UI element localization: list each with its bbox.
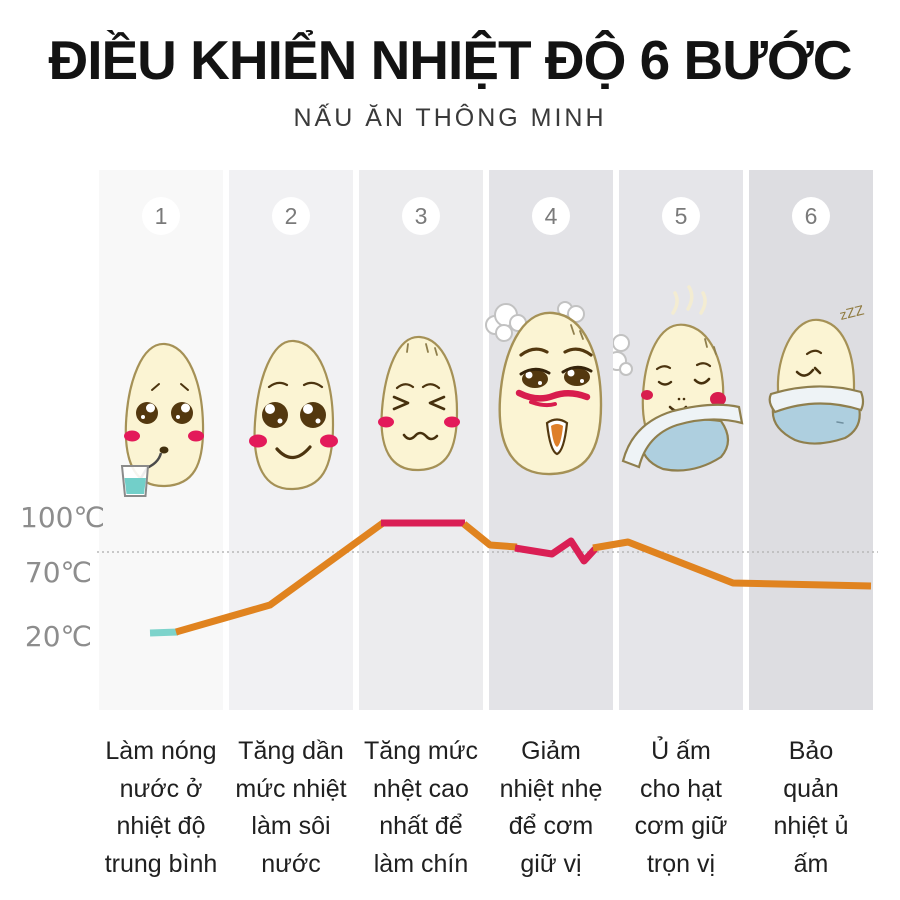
steam-cloud-icon — [613, 334, 633, 376]
cheek — [710, 392, 726, 406]
eye-glint — [580, 379, 584, 383]
nose-dot — [682, 397, 686, 401]
page-title: ĐIỀU KHIỂN NHIỆT ĐỘ 6 BƯỚC — [48, 29, 852, 91]
y-axis-label-70c: 70℃ — [24, 556, 92, 589]
y-axis-label-20c: 20℃ — [24, 620, 92, 653]
wavy-mouth — [402, 431, 439, 441]
smile-mouth — [275, 445, 312, 460]
closed-eye — [795, 366, 822, 377]
tongue — [551, 424, 563, 447]
right-eye — [300, 402, 326, 428]
rice-character-step-6: zZZ — [768, 303, 866, 445]
eye-glint — [567, 369, 575, 377]
eyebrows — [267, 381, 324, 389]
eye-glint — [303, 404, 313, 414]
eye-glint — [538, 381, 542, 385]
eyebrows — [519, 347, 593, 357]
cheek — [249, 434, 267, 448]
blush-streak — [515, 389, 591, 402]
rice-character-step-4 — [485, 301, 603, 476]
cheek — [124, 430, 140, 442]
rice-character-step-2 — [249, 339, 338, 491]
head-strokes — [406, 343, 438, 356]
left-eye — [657, 380, 673, 386]
step-number-badge-2: 2 — [272, 197, 310, 235]
step-caption-1: Làm nóng nước ở nhiệt độ trung bình — [104, 737, 218, 878]
cheek — [378, 416, 394, 428]
water — [124, 478, 146, 494]
head-strokes — [570, 324, 584, 340]
eyebrow — [805, 349, 823, 356]
step-caption-5: Ủ ấm cho hạt cơm giữ trọn vị — [634, 737, 728, 878]
nose-dot — [677, 397, 681, 401]
blanket-stitch — [836, 421, 844, 424]
cheek — [188, 430, 204, 442]
mouth — [159, 446, 169, 454]
eyebrows — [655, 362, 712, 371]
rice-character-step-1 — [120, 342, 205, 497]
eye-glint — [181, 403, 190, 413]
eye-glint — [265, 404, 275, 414]
step-number-badge-5: 5 — [662, 197, 700, 235]
y-axis-label-100c: 100℃ — [20, 501, 105, 534]
head-strokes — [704, 338, 717, 355]
step-caption-2: Tăng dần mức nhiệt làm sôi nước — [235, 737, 347, 878]
step-caption-4: Giảm nhiệt nhẹ để cơm giữ vị — [499, 737, 603, 878]
cheek — [444, 416, 460, 428]
eye-glint — [525, 371, 533, 379]
left-scrunched-eye — [392, 395, 410, 411]
rice-character-step-5 — [613, 285, 744, 472]
cheek — [320, 434, 338, 448]
cheek — [641, 390, 653, 400]
eye-glint — [277, 418, 283, 424]
eye-glint — [141, 415, 145, 419]
steam-lines-icon — [671, 285, 707, 315]
sleep-zzz-text: zZZ — [838, 303, 866, 324]
step-number-badge-1: 1 — [142, 197, 180, 235]
eye-glint — [146, 403, 155, 413]
right-closed-eye — [693, 377, 711, 385]
rice-character-step-3 — [378, 335, 460, 472]
blanket-band — [768, 385, 865, 414]
step-caption-6: Bảo quản nhiệt ủ ấm — [773, 737, 849, 878]
blush-streak — [529, 400, 557, 408]
page-subtitle: NẤU ĂN THÔNG MINH — [293, 104, 607, 132]
step-number-badge-4: 4 — [532, 197, 570, 235]
grain-body — [253, 339, 335, 491]
step-number-badge-3: 3 — [402, 197, 440, 235]
step-caption-3: Tăng mức nhệt cao nhất để làm chín — [364, 737, 478, 878]
grain-body — [124, 342, 205, 488]
eye-glint — [315, 418, 321, 424]
blanket-band — [621, 403, 744, 469]
step-number-badge-6: 6 — [792, 197, 830, 235]
eyelids — [519, 365, 593, 376]
steam-cloud-icon — [485, 303, 527, 342]
eyebrows — [395, 383, 441, 390]
grain-body — [380, 335, 459, 472]
eyebrows — [151, 383, 189, 391]
left-eye — [262, 402, 288, 428]
eye-glint — [176, 415, 180, 419]
right-scrunched-eye — [428, 395, 446, 411]
